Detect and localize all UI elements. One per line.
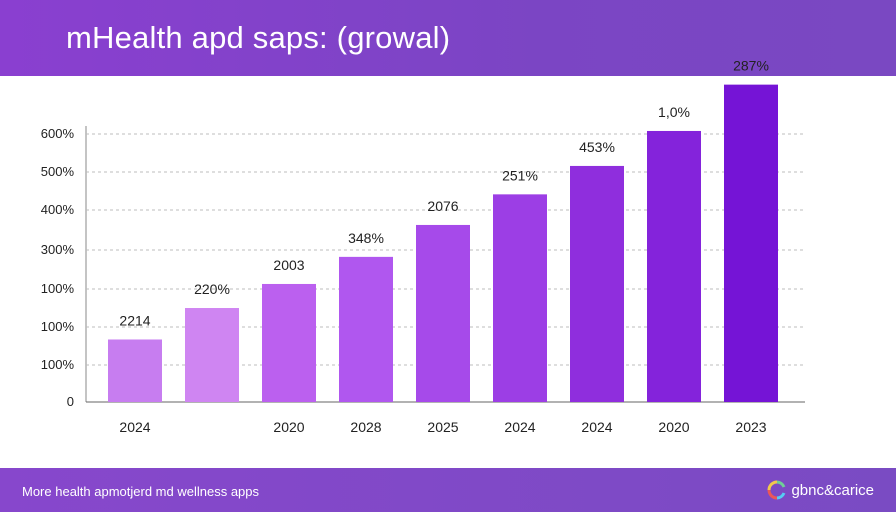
bar-chart: 600% 500% 400% 300% 100% 100% 100% 0 2214 2024 220… <box>41 58 805 435</box>
page-title: mHealth apd saps: (growal) <box>66 20 451 55</box>
y-tick-label: 300% <box>41 242 75 257</box>
bar <box>262 283 316 402</box>
y-tick-label: 100% <box>41 281 75 296</box>
header-banner: mHealth apd saps: (growal) <box>0 0 896 76</box>
bar-data-label: 2214 <box>119 312 150 328</box>
bar <box>570 165 624 402</box>
brand-name: gbnc&carice <box>791 481 874 499</box>
x-tick-label: 2020 <box>273 419 304 435</box>
bar-data-label: 2003 <box>273 257 304 273</box>
bar-data-label: 1,0% <box>658 104 690 120</box>
x-tick-label: 2024 <box>504 419 535 435</box>
x-tick-label: 2028 <box>350 419 381 435</box>
y-tick-label: 400% <box>41 202 75 217</box>
footer-banner: More health apmotjerd md wellness apps g… <box>0 468 896 512</box>
bar <box>108 339 162 402</box>
bar-data-label: 220% <box>194 281 230 297</box>
bar <box>185 308 239 402</box>
bar-layer <box>108 84 778 403</box>
bar-data-label: 251% <box>502 167 538 183</box>
bar-data-label: 348% <box>348 230 384 246</box>
y-tick-label: 600% <box>41 126 75 141</box>
bar <box>493 194 547 402</box>
bar-data-label: 287% <box>733 58 769 74</box>
x-tick-label: 2024 <box>581 419 612 435</box>
y-tick-label: 100% <box>41 319 75 334</box>
bar <box>647 130 701 402</box>
y-tick-label: 500% <box>41 164 75 179</box>
brand-logo: gbnc&carice <box>767 480 874 500</box>
x-tick-label: 2024 <box>119 419 150 435</box>
bar <box>339 256 393 402</box>
x-tick-label: 2020 <box>658 419 689 435</box>
bar <box>416 224 470 402</box>
bar <box>724 84 778 403</box>
bar-data-label: 2076 <box>427 198 458 214</box>
label-layer: 600% 500% 400% 300% 100% 100% 100% 0 2214 2024 220… <box>41 58 769 435</box>
brand-icon <box>767 480 786 500</box>
x-tick-label: 2025 <box>427 419 458 435</box>
footer-caption: More health apmotjerd md wellness apps <box>22 484 260 499</box>
x-tick-label: 2023 <box>735 419 766 435</box>
y-tick-label: 100% <box>41 357 75 372</box>
y-tick-label: 0 <box>67 394 74 409</box>
bar-data-label: 453% <box>579 139 615 155</box>
